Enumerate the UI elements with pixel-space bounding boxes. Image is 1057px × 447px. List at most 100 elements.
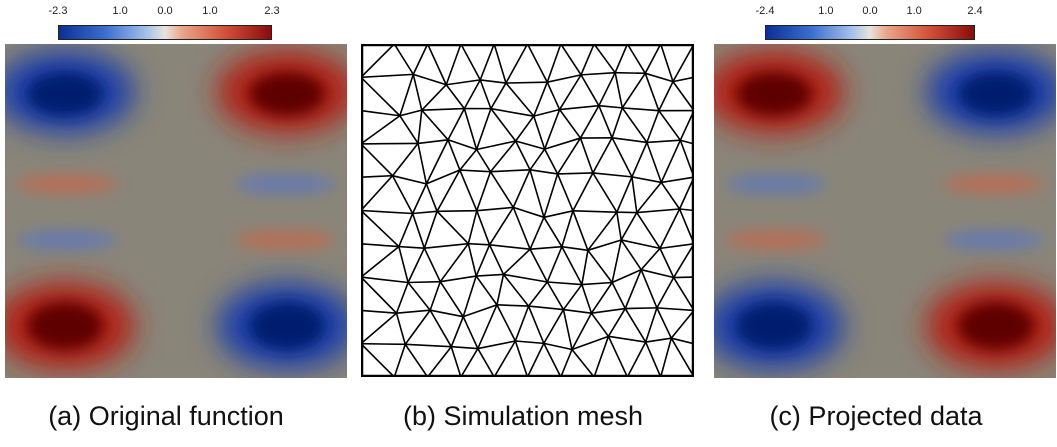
mesh-edge	[679, 110, 694, 141]
mesh-edge	[515, 140, 545, 150]
mesh-edge	[611, 282, 626, 309]
mesh-edge	[672, 277, 694, 311]
mesh-edge	[659, 44, 674, 82]
mesh-edge	[512, 207, 531, 250]
colorbar-a-tick-3: 1.0	[202, 5, 218, 17]
mesh-edge	[659, 243, 694, 250]
mesh-edge	[490, 168, 531, 173]
mesh-edge	[572, 209, 617, 213]
mesh-edge	[587, 249, 613, 283]
mesh-edges	[361, 44, 694, 377]
mesh-edge	[636, 212, 661, 249]
mesh-edge	[407, 282, 431, 311]
mesh-edge	[563, 308, 592, 314]
field-plot-a	[5, 44, 347, 378]
mesh-edge	[671, 337, 694, 345]
caption-c: (c) Projected data	[769, 401, 983, 431]
mesh-edge	[581, 284, 593, 314]
mesh-edge	[543, 109, 561, 150]
mesh-edge	[621, 72, 646, 109]
mesh-edge	[571, 335, 609, 351]
mesh-edge	[451, 345, 478, 350]
mesh-edge	[496, 274, 505, 306]
mesh-edge	[463, 79, 481, 109]
mesh-edge	[526, 343, 545, 377]
mesh-edge	[579, 105, 600, 139]
mesh-edge	[404, 309, 431, 345]
mesh-edge	[543, 216, 563, 248]
mesh-edge	[361, 175, 394, 212]
mesh-edge	[361, 143, 394, 177]
mesh-edge	[546, 281, 565, 310]
mesh-edge	[572, 172, 594, 212]
mesh-edge	[640, 268, 674, 279]
mesh-edge	[496, 304, 517, 342]
mesh-edge	[598, 105, 613, 139]
mesh-edge	[430, 309, 464, 318]
mesh-edge	[426, 169, 461, 185]
mesh-edge	[393, 44, 414, 75]
mesh-edge	[424, 242, 469, 249]
mesh-edge	[581, 281, 613, 286]
mesh-edge	[529, 216, 545, 250]
mesh-edge	[417, 143, 428, 185]
colorbar-a-tick-1: 1.0	[112, 5, 128, 17]
mesh-edge	[611, 107, 624, 139]
mesh-edge	[590, 312, 610, 337]
mesh-edge	[361, 343, 395, 377]
mesh-edge	[475, 244, 491, 277]
colorbar-a	[58, 25, 272, 40]
mesh-edge	[437, 209, 477, 213]
mesh-edge	[640, 247, 661, 271]
mesh-edge	[678, 208, 694, 245]
mesh-edge	[361, 115, 401, 145]
mesh-edge	[679, 208, 694, 212]
mesh-edge	[678, 176, 694, 210]
mesh-edge	[361, 243, 399, 248]
mesh-edge	[450, 316, 464, 348]
mesh-edge	[626, 44, 646, 74]
mesh-edge	[514, 305, 530, 342]
mesh-border	[361, 44, 694, 377]
mesh-edge	[572, 210, 589, 251]
mesh-edge	[558, 109, 582, 139]
mesh-edge	[450, 346, 462, 377]
mesh-edge	[502, 248, 531, 276]
mesh-edge	[391, 175, 414, 214]
mesh-edge	[644, 73, 660, 111]
mesh-edge	[488, 206, 514, 246]
mesh-edge	[556, 137, 582, 175]
mesh-edge	[445, 84, 466, 110]
mesh-edge	[591, 307, 626, 314]
colorbar-c-tick-4: 2.4	[967, 5, 983, 17]
mesh-edge	[436, 210, 469, 245]
mesh-edge	[636, 181, 662, 214]
mesh-edge	[620, 239, 642, 271]
mesh-edge	[515, 340, 544, 345]
mesh-edge	[579, 137, 594, 174]
mesh-edge	[679, 139, 694, 178]
mesh-edge	[631, 176, 662, 184]
mesh-edge	[496, 304, 529, 307]
mesh-edge	[476, 273, 504, 277]
caption-a: (a) Original function	[48, 401, 284, 431]
mesh-edge	[489, 171, 514, 208]
mesh-edge	[656, 277, 675, 309]
mesh-edge	[489, 140, 517, 173]
mesh-edge	[512, 169, 531, 208]
mesh-edge	[533, 115, 546, 150]
mesh-edge	[445, 44, 462, 86]
mesh-edge	[505, 82, 535, 117]
mesh-edge	[426, 44, 447, 86]
mesh-edge	[625, 307, 657, 310]
mesh-edge	[361, 44, 395, 78]
mesh-edge	[672, 81, 694, 112]
mesh-edge	[624, 308, 647, 343]
mesh-edge	[479, 79, 492, 109]
mesh-edge	[425, 183, 438, 212]
mesh-edge	[587, 211, 618, 251]
mesh-edge	[423, 211, 438, 249]
mesh-edge	[616, 212, 623, 241]
mesh-edge	[467, 210, 478, 244]
mesh-edge	[528, 305, 564, 311]
